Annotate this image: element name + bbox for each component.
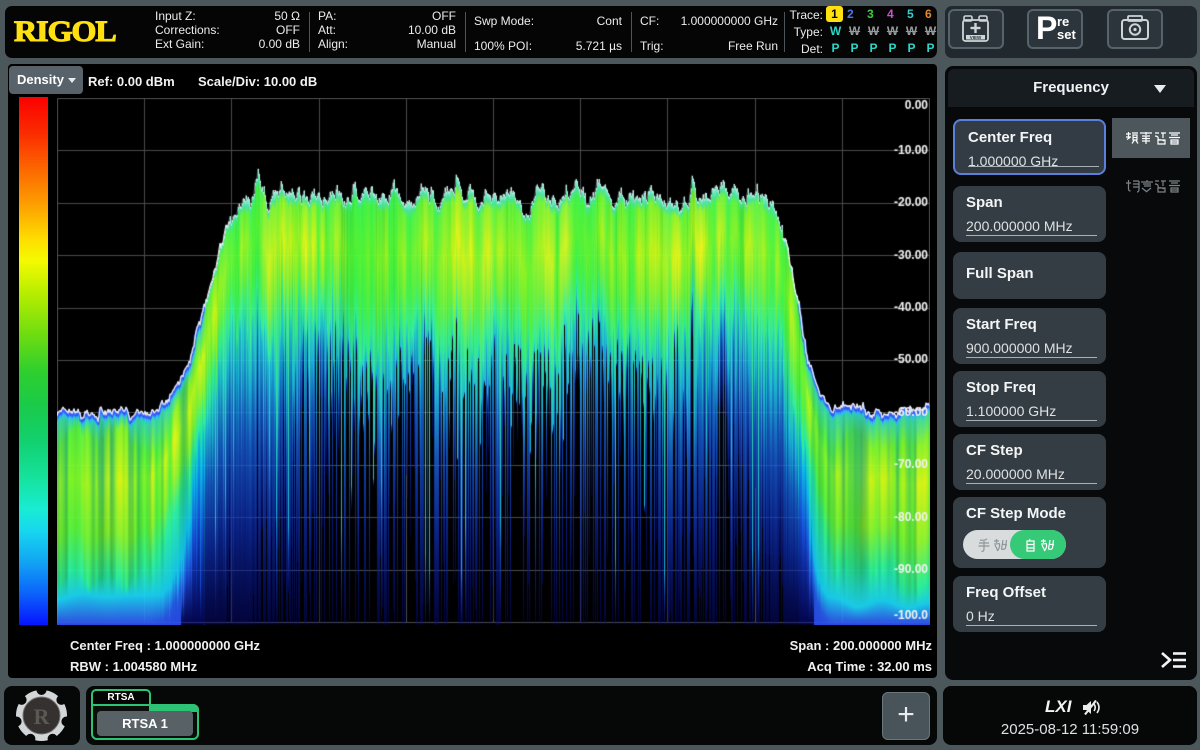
- svg-text:VIEW: VIEW: [970, 35, 982, 40]
- svg-text:R: R: [34, 704, 51, 729]
